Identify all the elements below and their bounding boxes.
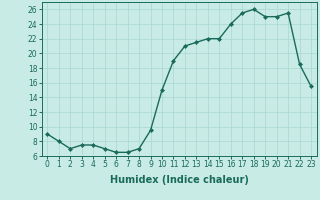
X-axis label: Humidex (Indice chaleur): Humidex (Indice chaleur): [110, 175, 249, 185]
